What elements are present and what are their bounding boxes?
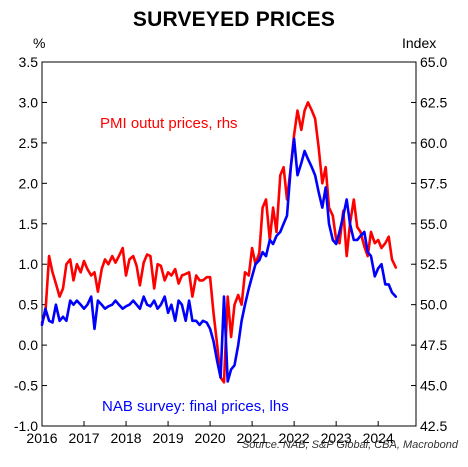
pmi-output-prices-line <box>40 101 398 384</box>
left-tick-label: 0.0 <box>19 337 39 353</box>
nab-series-annotation: NAB survey: final prices, lhs <box>102 398 289 415</box>
right-tick-label: 50.0 <box>420 297 447 313</box>
right-tick-label: 55.0 <box>420 216 447 232</box>
right-axis: 42.5 45.0 47.5 50.0 52.5 55.0 57.5 60.0 62.5 65.0 <box>411 54 447 434</box>
x-tick-label: 2021 <box>237 430 268 446</box>
left-tick-label: 0.5 <box>19 297 39 313</box>
series-layer <box>40 101 398 384</box>
x-tick-label: 2024 <box>363 430 394 446</box>
right-tick-label: 52.5 <box>420 256 447 272</box>
x-tick-label: 2019 <box>152 430 183 446</box>
left-tick-label: 1.5 <box>19 216 39 232</box>
x-tick-label: 2018 <box>110 430 141 446</box>
right-tick-label: 47.5 <box>420 337 447 353</box>
x-tick-label: 2020 <box>195 430 226 446</box>
right-tick-label: 65.0 <box>420 54 447 70</box>
chart-title: SURVEYED PRICES <box>133 8 335 31</box>
left-tick-label: 3.0 <box>19 94 39 110</box>
plot-frame <box>41 61 417 427</box>
nab-final-prices-line <box>40 137 398 383</box>
left-tick-label: 2.0 <box>19 175 39 191</box>
left-axis-unit: % <box>33 35 45 51</box>
left-tick-label: 2.5 <box>19 135 39 151</box>
x-tick-label: 2016 <box>26 430 57 446</box>
x-tick-label: 2022 <box>279 430 310 446</box>
x-tick-label: 2023 <box>321 430 352 446</box>
pmi-series-annotation: PMI outut prices, rhs <box>100 115 238 132</box>
right-tick-label: 62.5 <box>420 94 447 110</box>
left-tick-label: 3.5 <box>19 54 39 70</box>
right-tick-label: 42.5 <box>420 418 447 434</box>
left-axis: -1.0 -0.5 0.0 0.5 1.0 1.5 2.0 2.5 3.0 3.5 <box>14 54 47 434</box>
left-tick-label: -0.5 <box>14 378 38 394</box>
left-tick-label: -1.0 <box>14 418 38 434</box>
source-note: Source: NAB, S&P Global, CBA, Macrobond <box>242 439 459 451</box>
x-axis: 2016 2017 2018 2019 2020 2021 2022 2023 2024 <box>26 421 394 446</box>
left-tick-label: 1.0 <box>19 256 39 272</box>
x-tick-label: 2017 <box>68 430 99 446</box>
right-tick-label: 60.0 <box>420 135 447 151</box>
right-tick-label: 45.0 <box>420 378 447 394</box>
right-tick-label: 57.5 <box>420 175 447 191</box>
right-axis-unit: Index <box>402 35 436 51</box>
